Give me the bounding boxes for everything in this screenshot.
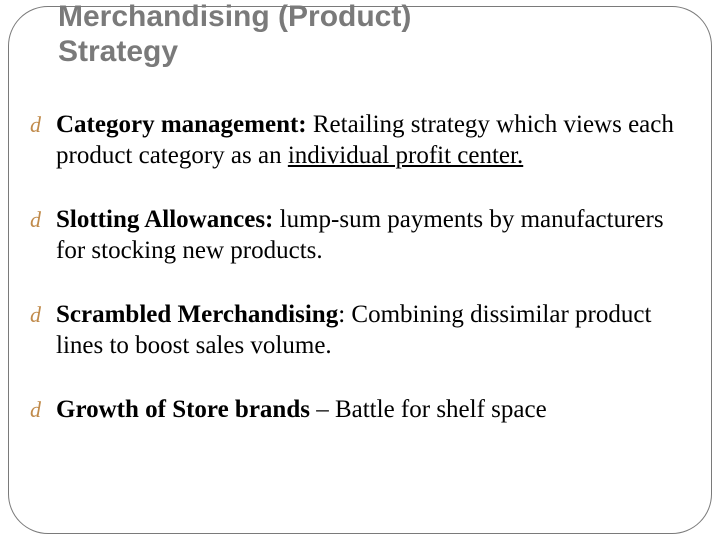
item-lead: Growth of Store brands [56, 396, 310, 423]
title-line-2: Strategy [58, 35, 178, 68]
list-item: d Growth of Store brands – Battle for sh… [30, 395, 690, 426]
bullet-icon: d [30, 395, 56, 424]
item-text: Slotting Allowances: lump-sum payments b… [56, 205, 690, 266]
bullet-icon: d [30, 205, 56, 234]
list-item: d Slotting Allowances: lump-sum payments… [30, 205, 690, 266]
list-item: d Scrambled Merchandising: Combining dis… [30, 300, 690, 361]
item-underlined: individual profit center. [288, 142, 523, 169]
item-rest-a: – Battle for shelf space [310, 396, 547, 423]
bullet-icon: d [30, 300, 56, 329]
item-lead: Category management: [56, 111, 307, 138]
item-lead: Scrambled Merchandising [56, 301, 338, 328]
item-text: Growth of Store brands – Battle for shel… [56, 395, 690, 426]
slide-title: Merchandising (Product) Strategy [58, 0, 411, 69]
slide-content: d Category management: Retailing strateg… [30, 110, 690, 460]
item-text: Scrambled Merchandising: Combining dissi… [56, 300, 690, 361]
list-item: d Category management: Retailing strateg… [30, 110, 690, 171]
item-lead: Slotting Allowances: [56, 206, 273, 233]
bullet-icon: d [30, 110, 56, 139]
title-line-1: Merchandising (Product) [58, 0, 411, 33]
item-text: Category management: Retailing strategy … [56, 110, 690, 171]
